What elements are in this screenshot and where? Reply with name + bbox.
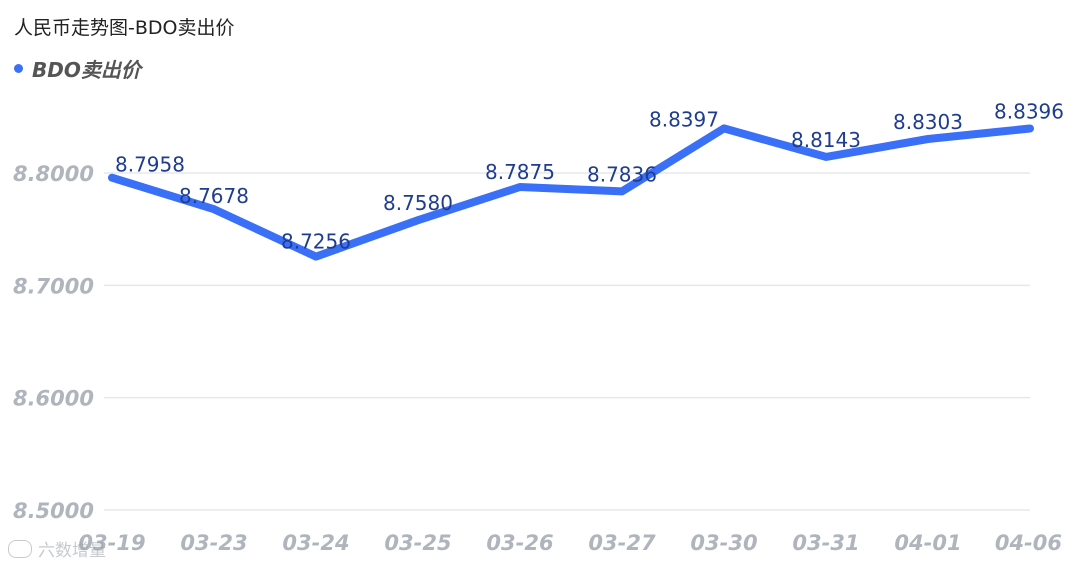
y-tick-label: 8.5000 xyxy=(13,499,94,523)
data-label: 8.7958 xyxy=(115,153,185,177)
legend[interactable]: BDO卖出价 xyxy=(14,54,141,83)
data-labels: 8.7958 8.7678 8.7256 8.7580 8.7875 8.7836 8.83… xyxy=(115,100,1064,254)
x-tick-label: 03-25 xyxy=(384,531,451,555)
x-tick-label: 03-30 xyxy=(690,531,757,555)
x-tick-label: 03-26 xyxy=(486,531,553,555)
watermark-logo-icon xyxy=(8,539,32,558)
x-tick-label: 03-24 xyxy=(282,531,349,555)
gridlines xyxy=(104,172,1030,511)
legend-marker-icon xyxy=(14,64,23,73)
x-tick-label: 04-06 xyxy=(995,531,1062,555)
data-label: 8.8143 xyxy=(791,128,861,152)
x-tick-label: 04-01 xyxy=(894,531,961,555)
data-label: 8.7875 xyxy=(485,160,555,184)
x-tick-label: 03-23 xyxy=(180,531,247,555)
data-label: 8.8396 xyxy=(994,100,1064,124)
y-axis-ticks: 8.8000 8.7000 8.6000 8.5000 xyxy=(13,162,94,523)
series-line-bdo xyxy=(108,124,1034,261)
data-label: 8.7580 xyxy=(383,191,453,215)
watermark: 六数增量 xyxy=(8,536,106,561)
data-label: 8.8397 xyxy=(649,107,719,131)
chart-title: 人民币走势图-BDO卖出价 xyxy=(14,17,235,39)
data-label: 8.7836 xyxy=(587,162,657,186)
x-axis-ticks: 03-19 03-23 03-24 03-25 03-26 03-27 03-30 03-31… xyxy=(78,531,1062,555)
x-tick-label: 03-31 xyxy=(792,531,859,555)
y-tick-label: 8.8000 xyxy=(13,162,94,186)
legend-label: BDO卖出价 xyxy=(32,58,141,82)
x-tick-label: 03-27 xyxy=(588,531,656,555)
data-label: 8.8303 xyxy=(893,110,963,134)
x-tick-label: 03-19 xyxy=(78,531,145,555)
data-label: 8.7256 xyxy=(281,230,351,254)
watermark-text: 六数增量 xyxy=(38,541,106,561)
y-tick-label: 8.6000 xyxy=(13,387,94,411)
data-label: 8.7678 xyxy=(179,184,249,208)
y-tick-label: 8.7000 xyxy=(13,274,94,298)
